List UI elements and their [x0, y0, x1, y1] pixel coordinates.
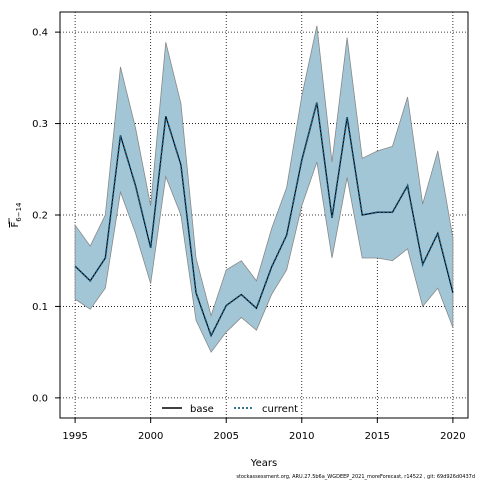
y-tick-label: 0.2 — [32, 211, 48, 222]
x-tick-label: 2005 — [213, 431, 238, 442]
x-axis-title: Years — [250, 458, 277, 469]
y-axis: 0.0 0.1 0.2 0.3 0.4 — [32, 28, 60, 404]
x-tick-label: 2020 — [440, 431, 465, 442]
legend: base current — [162, 404, 298, 415]
series-layer — [74, 102, 454, 339]
x-tick-label: 1995 — [62, 431, 87, 442]
footer-text: stockassessment.org, ARU.27.5b6a_WGDEEP_… — [236, 474, 475, 480]
x-tick-label: 2010 — [289, 431, 314, 442]
x-axis: 1995 2000 2005 2010 2015 2020 — [62, 418, 466, 442]
legend-label-base: base — [190, 404, 214, 415]
series-line-current — [74, 102, 454, 339]
y-axis-label-text: F6−14 — [10, 202, 23, 228]
y-tick-label: 0.0 — [32, 393, 48, 404]
confidence-band-layer — [74, 25, 454, 353]
x-tick-label: 2000 — [138, 431, 163, 442]
legend-label-current: current — [262, 404, 298, 415]
y-tick-label: 0.4 — [32, 28, 48, 39]
y-tick-label: 0.1 — [32, 302, 48, 313]
y-axis-title: F6−14 — [8, 202, 23, 228]
confidence-band — [74, 25, 454, 353]
y-tick-label: 0.3 — [32, 119, 48, 130]
x-tick-label: 2015 — [365, 431, 390, 442]
